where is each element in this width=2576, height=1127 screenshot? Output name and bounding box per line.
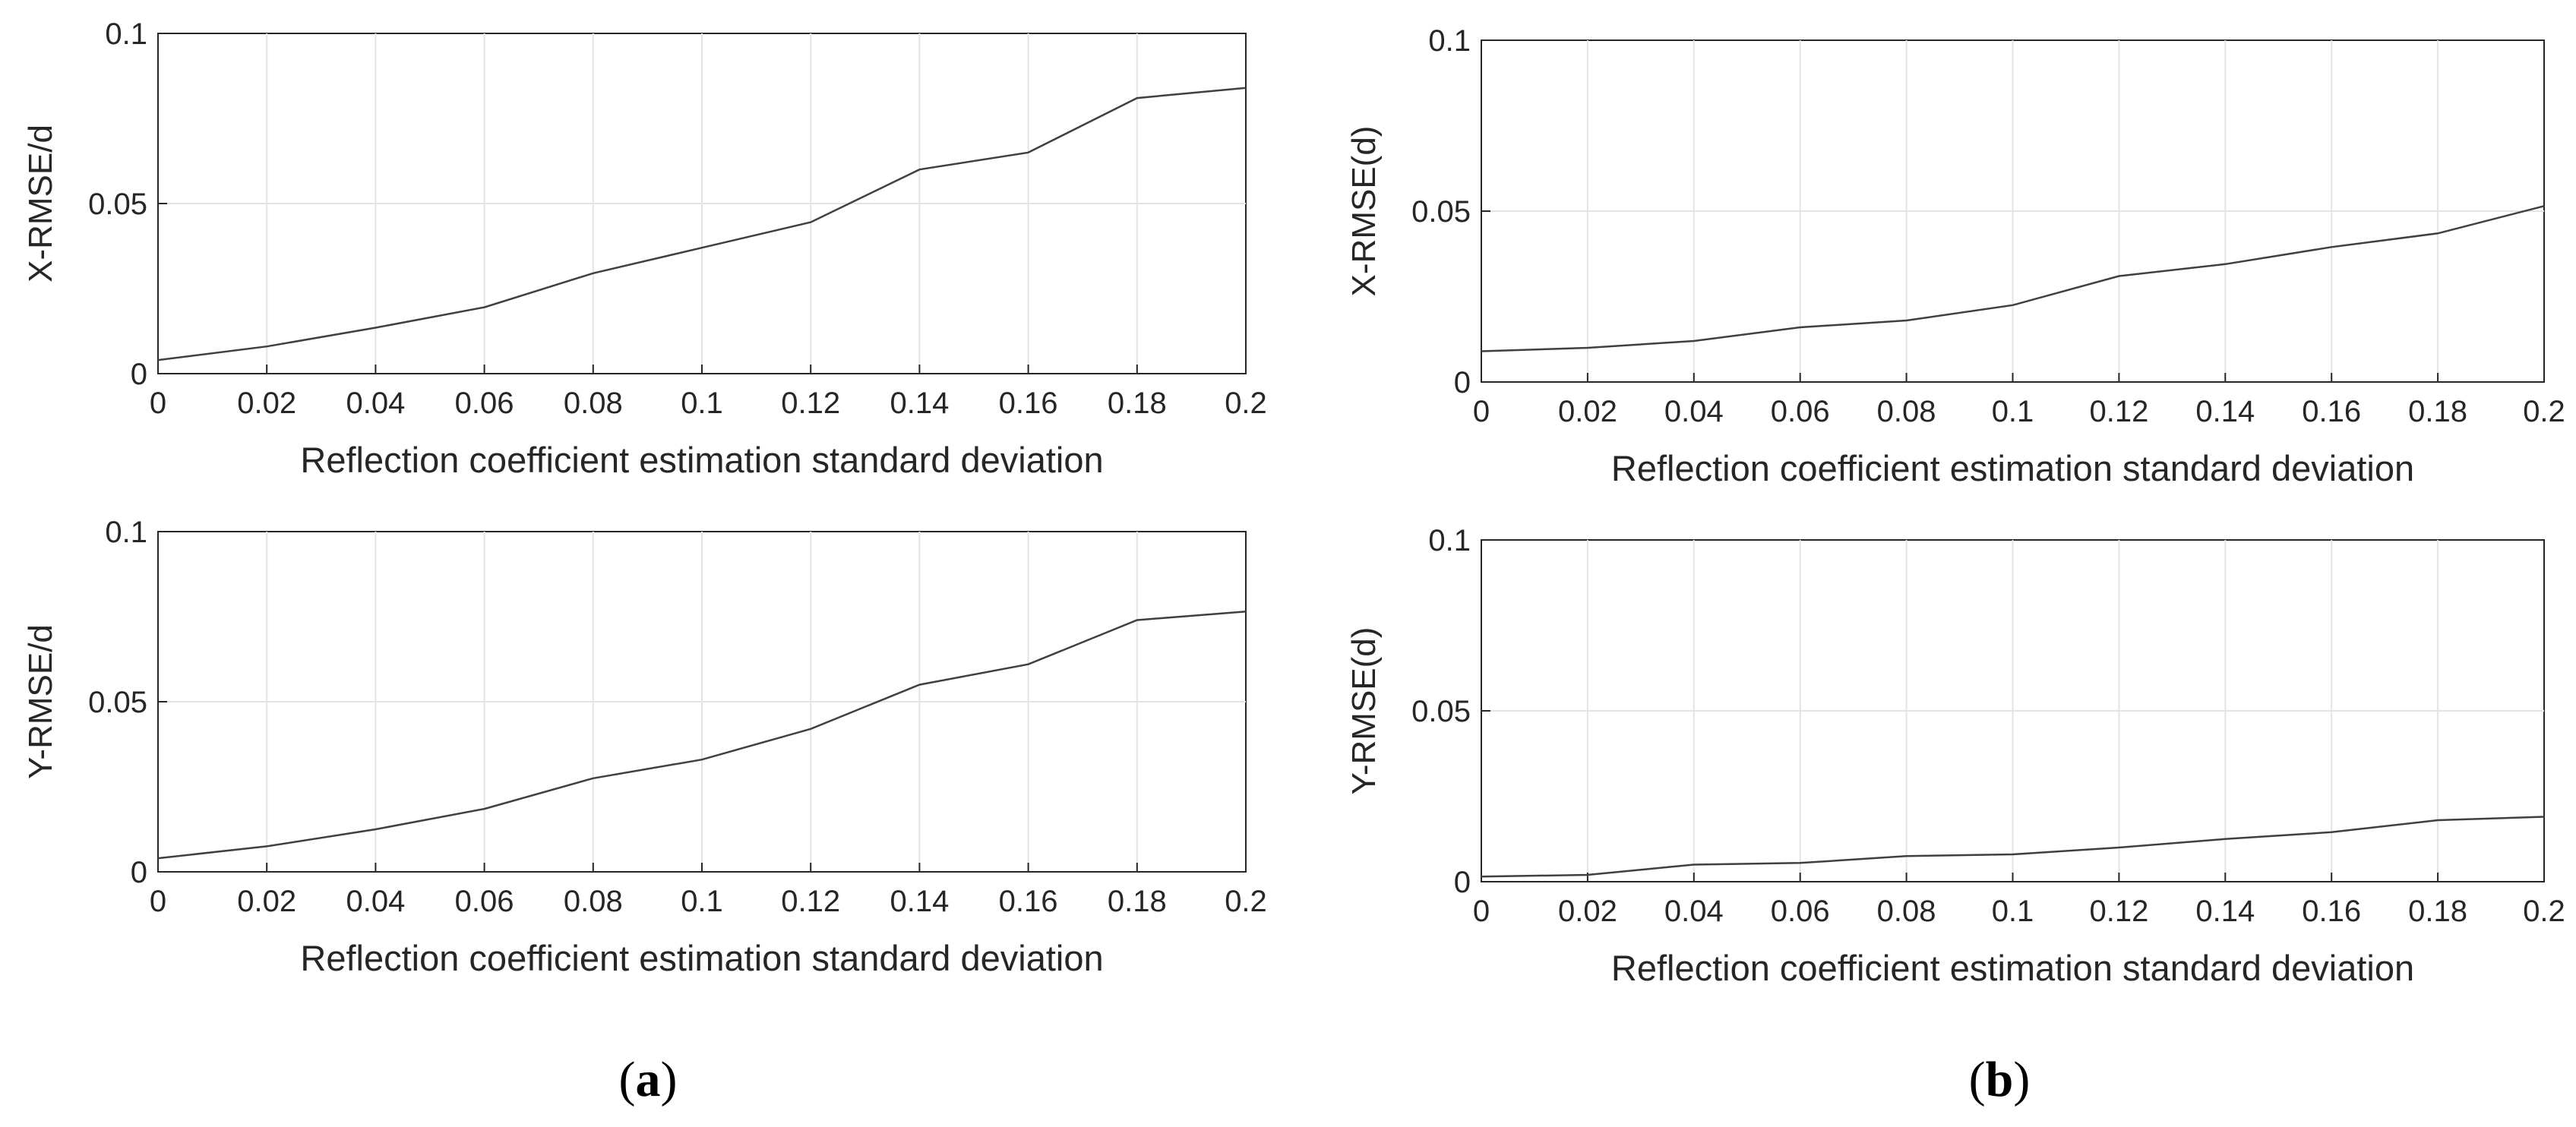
x-tick-label: 0.1 [681, 885, 723, 918]
series-line [1481, 816, 2545, 878]
y-tick-label: 0.1 [1428, 24, 1471, 58]
x-tick-label: 0.16 [999, 885, 1058, 918]
x-axis-label: Reflection coefficient estimation standa… [1611, 948, 2414, 988]
x-tick-label: 0.1 [681, 387, 723, 420]
x-tick-label: 0 [1473, 895, 1490, 928]
chart-b-top: 0 0.02 0.04 0.06 0.08 0.1 0.12 0.14 0.16 0.18 0.2 0… [1345, 24, 2565, 488]
x-tick-label: 0.06 [455, 885, 514, 918]
x-tick-label: 0.18 [1108, 387, 1167, 420]
x-tick-label: 0.2 [1225, 387, 1267, 420]
x-tick-label: 0.04 [346, 885, 405, 918]
y-tick-label: 0 [1454, 866, 1471, 899]
x-tick-label: 0.12 [781, 387, 840, 420]
x-tick-label: 0.04 [1664, 895, 1724, 928]
x-tick-label: 0.08 [564, 387, 623, 420]
x-tick-label: 0 [150, 387, 166, 420]
y-tick-label: 0.1 [105, 516, 147, 549]
x-tick-label: 0.04 [1664, 395, 1724, 428]
y-tick-label: 0.05 [88, 686, 147, 719]
x-tick-label: 0.08 [1877, 395, 1936, 428]
x-tick-label: 0.02 [1558, 395, 1617, 428]
grid-lines [1481, 540, 2544, 882]
x-tick-label: 0.02 [237, 885, 296, 918]
data-series [157, 87, 1247, 361]
x-tick-label: 0.12 [2089, 895, 2148, 928]
grid-lines [158, 532, 1246, 872]
x-tick-label: 0.06 [455, 387, 514, 420]
data-series [1481, 816, 2545, 878]
x-tick-label: 0.12 [781, 885, 840, 918]
y-axis-label: Y-RMSE/d [22, 624, 59, 779]
y-tick-label: 0.1 [1428, 524, 1471, 557]
series-line [157, 611, 1247, 860]
caption-b: (b) [1969, 1052, 2031, 1107]
y-tick-label: 0.1 [105, 17, 147, 51]
caption-b-open: ( [1969, 1052, 1986, 1107]
x-tick-label: 0.2 [1225, 885, 1267, 918]
x-tick-label: 0.04 [346, 387, 405, 420]
chart-a-top: 0 0.02 0.04 0.06 0.08 0.1 0.12 0.14 0.16 0.18 0.2 0… [22, 17, 1267, 480]
x-tick-label: 0.2 [2523, 395, 2565, 428]
chart-b-bottom: 0 0.02 0.04 0.06 0.08 0.1 0.12 0.14 0.16 0.18 0.2 0… [1345, 524, 2565, 988]
x-tick-label: 0.02 [1558, 895, 1617, 928]
tick-labels: 0 0.02 0.04 0.06 0.08 0.1 0.12 0.14 0.16 0.18 0.2 0… [1411, 24, 2565, 428]
series-line [157, 87, 1247, 361]
x-tick-label: 0.16 [999, 387, 1058, 420]
x-tick-label: 0.08 [564, 885, 623, 918]
x-tick-label: 0 [150, 885, 166, 918]
grid-lines [158, 33, 1246, 374]
x-tick-label: 0.16 [2302, 395, 2361, 428]
x-tick-label: 0.02 [237, 387, 296, 420]
x-tick-label: 0.1 [1992, 895, 2034, 928]
y-axis-label: X-RMSE(d) [1345, 126, 1383, 297]
series-line [1481, 205, 2545, 352]
caption-a-letter: a [636, 1052, 661, 1107]
y-tick-label: 0 [1454, 366, 1471, 399]
caption-a-close: ) [661, 1052, 678, 1107]
y-tick-label: 0 [131, 358, 147, 391]
data-series [1481, 205, 2545, 352]
y-tick-label: 0 [131, 856, 147, 889]
y-tick-label: 0.05 [1411, 195, 1471, 229]
caption-b-close: ) [2013, 1052, 2030, 1107]
x-axis-label: Reflection coefficient estimation standa… [300, 938, 1103, 978]
chart-a-bottom: 0 0.02 0.04 0.06 0.08 0.1 0.12 0.14 0.16 0.18 0.2 0… [22, 516, 1267, 978]
x-tick-label: 0.14 [890, 885, 949, 918]
x-tick-label: 0.06 [1771, 395, 1830, 428]
x-tick-label: 0.18 [2408, 395, 2467, 428]
x-tick-label: 0.14 [2195, 395, 2255, 428]
x-tick-label: 0.2 [2523, 895, 2565, 928]
tick-labels: 0 0.02 0.04 0.06 0.08 0.1 0.12 0.14 0.16 0.18 0.2 0… [1411, 524, 2565, 928]
x-tick-label: 0.18 [2408, 895, 2467, 928]
y-axis-label: X-RMSE/d [22, 125, 59, 283]
tick-labels: 0 0.02 0.04 0.06 0.08 0.1 0.12 0.14 0.16 0.18 0.2 0… [88, 17, 1267, 420]
grid-lines [1481, 40, 2544, 382]
data-series [157, 611, 1247, 860]
y-axis-label: Y-RMSE(d) [1345, 627, 1383, 795]
x-tick-label: 0.1 [1992, 395, 2034, 428]
tick-labels: 0 0.02 0.04 0.06 0.08 0.1 0.12 0.14 0.16 0.18 0.2 0… [88, 516, 1267, 918]
x-tick-label: 0.14 [2195, 895, 2255, 928]
x-tick-label: 0.06 [1771, 895, 1830, 928]
y-tick-label: 0.05 [88, 188, 147, 221]
caption-b-letter: b [1986, 1052, 2014, 1107]
caption-a: (a) [619, 1052, 678, 1107]
x-tick-label: 0.12 [2089, 395, 2148, 428]
x-tick-label: 0.18 [1108, 885, 1167, 918]
x-tick-label: 0.14 [890, 387, 949, 420]
y-tick-label: 0.05 [1411, 695, 1471, 728]
x-tick-label: 0.08 [1877, 895, 1936, 928]
x-tick-label: 0.16 [2302, 895, 2361, 928]
x-axis-label: Reflection coefficient estimation standa… [300, 440, 1103, 480]
x-tick-label: 0 [1473, 395, 1490, 428]
caption-a-open: ( [619, 1052, 636, 1107]
x-axis-label: Reflection coefficient estimation standa… [1611, 448, 2414, 488]
